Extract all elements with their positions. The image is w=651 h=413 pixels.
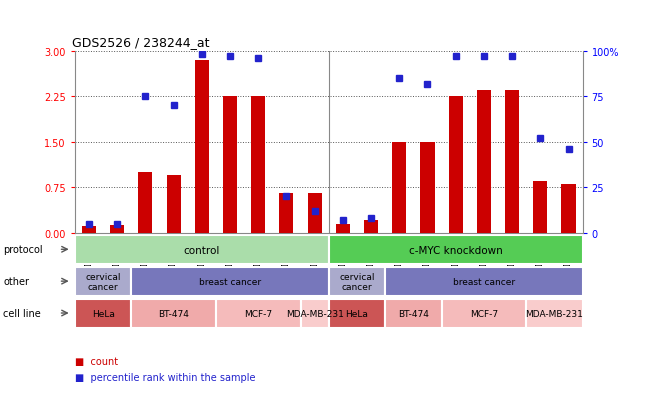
Text: ■  count: ■ count xyxy=(75,356,118,366)
Bar xyxy=(364,220,378,233)
Bar xyxy=(385,299,441,328)
Text: cervical
cancer: cervical cancer xyxy=(339,272,375,292)
Bar xyxy=(385,267,583,297)
Bar xyxy=(477,91,491,233)
Bar xyxy=(336,224,350,233)
Bar xyxy=(329,235,583,265)
Bar xyxy=(75,299,132,328)
Text: BT-474: BT-474 xyxy=(158,309,189,318)
Bar xyxy=(441,299,526,328)
Text: GDS2526 / 238244_at: GDS2526 / 238244_at xyxy=(72,36,210,49)
Bar xyxy=(139,173,152,233)
Bar xyxy=(301,299,329,328)
Text: protocol: protocol xyxy=(3,244,43,255)
Text: control: control xyxy=(184,245,220,255)
Text: ■  percentile rank within the sample: ■ percentile rank within the sample xyxy=(75,373,255,382)
Bar xyxy=(216,299,301,328)
Bar xyxy=(329,267,385,297)
Bar xyxy=(195,61,209,233)
Text: breast cancer: breast cancer xyxy=(199,278,261,286)
Bar xyxy=(329,299,385,328)
Text: HeLa: HeLa xyxy=(346,309,368,318)
Text: breast cancer: breast cancer xyxy=(453,278,515,286)
Bar xyxy=(251,97,266,233)
Bar xyxy=(110,225,124,233)
Bar xyxy=(505,91,519,233)
Bar xyxy=(526,299,583,328)
Text: HeLa: HeLa xyxy=(92,309,115,318)
Text: cervical
cancer: cervical cancer xyxy=(85,272,121,292)
Bar xyxy=(392,142,406,233)
Text: MCF-7: MCF-7 xyxy=(244,309,272,318)
Bar xyxy=(449,97,463,233)
Text: BT-474: BT-474 xyxy=(398,309,429,318)
Bar xyxy=(421,142,435,233)
Text: MDA-MB-231: MDA-MB-231 xyxy=(286,309,344,318)
Bar xyxy=(82,226,96,233)
Bar xyxy=(561,185,575,233)
Bar xyxy=(307,194,322,233)
Bar xyxy=(167,176,181,233)
Text: c-MYC knockdown: c-MYC knockdown xyxy=(409,245,503,255)
Bar xyxy=(75,235,329,265)
Bar xyxy=(279,194,294,233)
Bar xyxy=(132,299,216,328)
Text: other: other xyxy=(3,276,29,287)
Text: MCF-7: MCF-7 xyxy=(470,309,498,318)
Text: cell line: cell line xyxy=(3,308,41,318)
Text: MDA-MB-231: MDA-MB-231 xyxy=(525,309,583,318)
Bar xyxy=(533,182,547,233)
Bar xyxy=(75,267,132,297)
Bar xyxy=(132,267,329,297)
Bar xyxy=(223,97,237,233)
